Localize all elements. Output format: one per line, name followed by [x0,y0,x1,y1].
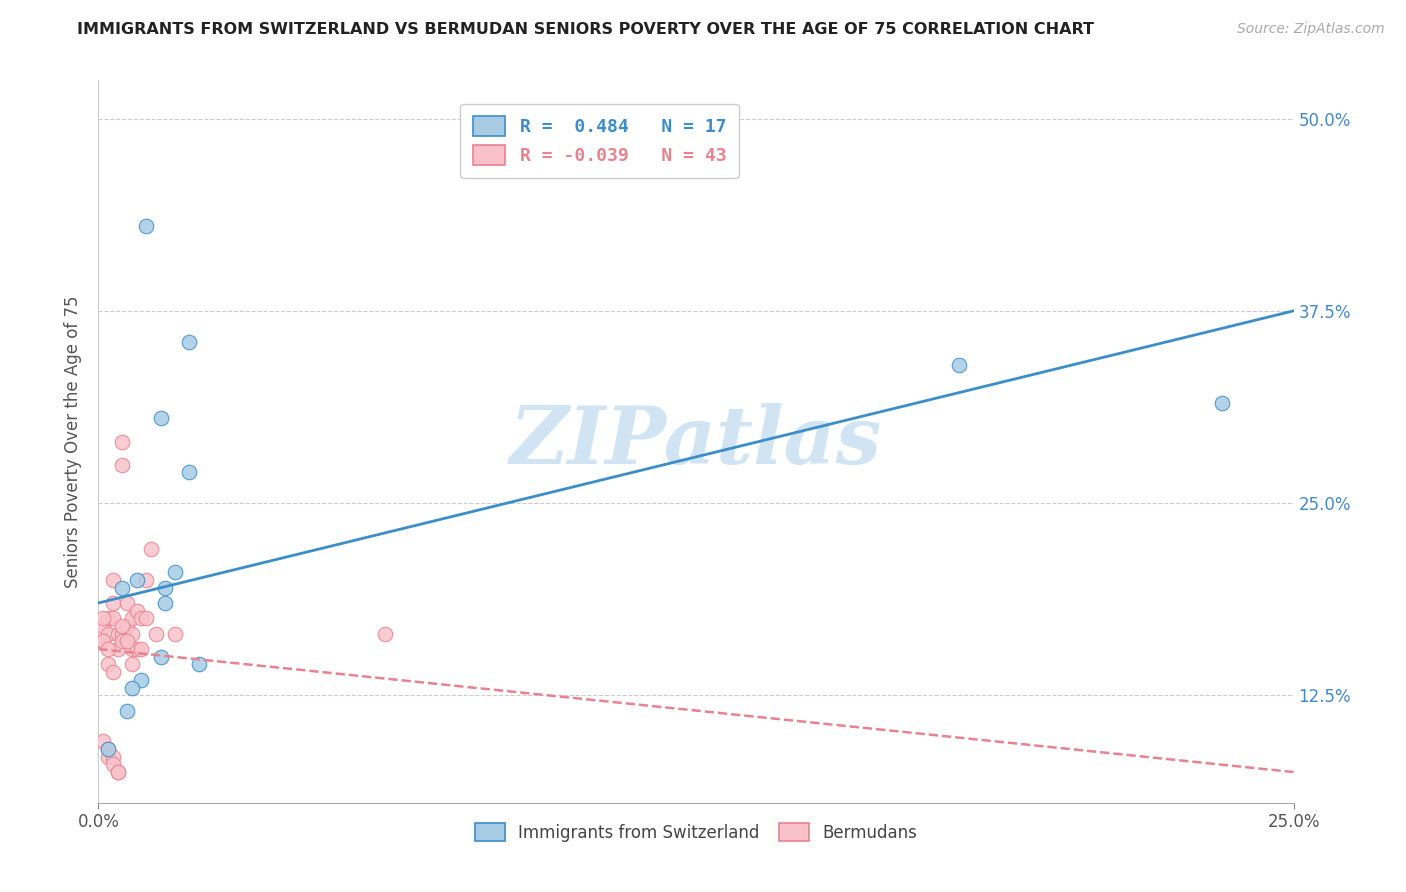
Point [115,704,138,718]
Point [135,219,157,234]
Point [91,611,114,625]
Point [121,611,143,625]
Point [107,642,129,657]
Point [107,765,129,780]
Point [97,742,120,756]
Text: Source: ZipAtlas.com: Source: ZipAtlas.com [1237,22,1385,37]
Point [91,634,114,648]
Point [135,573,157,587]
Point [121,642,143,657]
Point [97,749,120,764]
Point [111,634,134,648]
Point [1211,396,1233,410]
Point [125,573,148,587]
Point [101,749,124,764]
Point [107,626,129,640]
Point [125,604,148,618]
Point [121,657,143,672]
Point [115,619,138,633]
Point [91,734,114,748]
Point [374,626,396,640]
Text: ZIPatlas: ZIPatlas [510,403,882,480]
Point [121,681,143,695]
Point [111,626,134,640]
Point [91,634,114,648]
Point [163,565,186,579]
Point [135,611,157,625]
Point [163,626,186,640]
Point [111,458,134,472]
Point [111,434,134,449]
Point [179,465,201,479]
Point [131,673,153,687]
Point [101,665,124,680]
Point [125,642,148,657]
Point [97,742,120,756]
Point [121,626,143,640]
Point [97,626,120,640]
Text: IMMIGRANTS FROM SWITZERLAND VS BERMUDAN SENIORS POVERTY OVER THE AGE OF 75 CORRE: IMMIGRANTS FROM SWITZERLAND VS BERMUDAN … [77,22,1094,37]
Point [101,573,124,587]
Point [107,765,129,780]
Point [97,642,120,657]
Point [111,581,134,595]
Point [155,596,177,610]
Point [131,642,153,657]
Point [131,611,153,625]
Point [179,334,201,349]
Point [115,634,138,648]
Point [101,596,124,610]
Point [149,649,172,664]
Point [139,542,162,557]
Point [948,358,970,372]
Point [155,581,177,595]
Point [97,611,120,625]
Point [97,657,120,672]
Legend: Immigrants from Switzerland, Bermudans: Immigrants from Switzerland, Bermudans [468,817,924,848]
Point [111,619,134,633]
Point [101,611,124,625]
Point [101,757,124,772]
Point [145,626,167,640]
Point [149,411,172,425]
Point [187,657,209,672]
Point [91,619,114,633]
Point [115,596,138,610]
Y-axis label: Seniors Poverty Over the Age of 75: Seniors Poverty Over the Age of 75 [65,295,83,588]
